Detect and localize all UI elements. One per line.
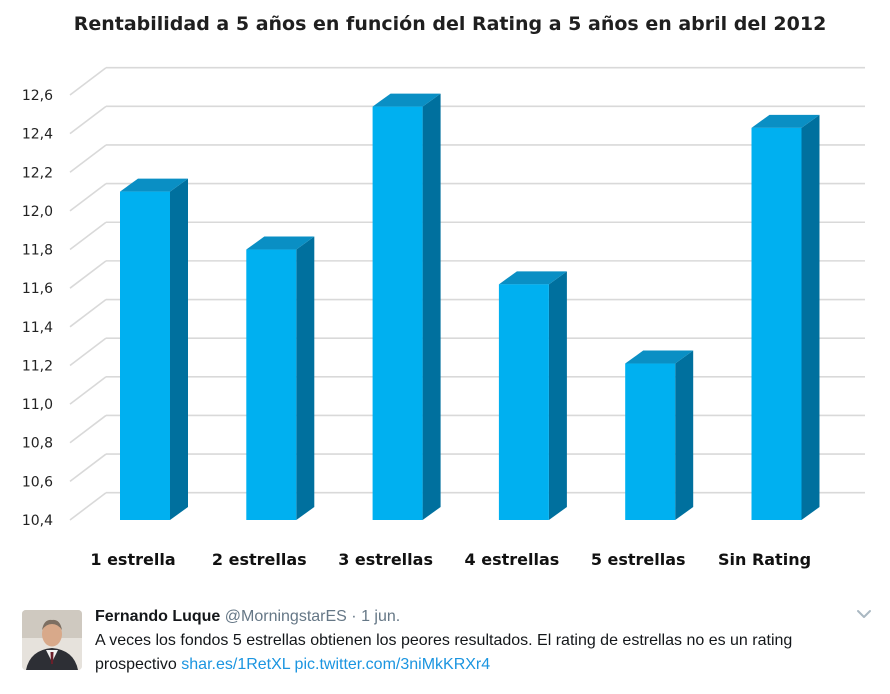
x-tick-label: 2 estrellas (212, 550, 307, 569)
bar (372, 93, 441, 520)
x-tick-label: 4 estrellas (465, 550, 560, 569)
gridline-diagonal (69, 182, 107, 212)
gridline-diagonal (69, 298, 107, 328)
tweet-text: A veces los fondos 5 estrellas obtienen … (95, 629, 865, 677)
chevron-down-icon[interactable] (856, 608, 872, 620)
x-tick-label: 1 estrella (90, 550, 175, 569)
x-tick-label: 3 estrellas (338, 550, 433, 569)
bar-front (372, 106, 423, 520)
chart-title: Rentabilidad a 5 años en función del Rat… (74, 13, 827, 35)
bar-top (498, 271, 567, 285)
bar-side (675, 350, 694, 520)
tweet-date[interactable]: 1 jun. (361, 608, 401, 625)
y-tick-label: 12,6 (22, 88, 53, 104)
bar-top (120, 178, 188, 192)
bar-top (372, 93, 441, 107)
gridline-diagonal (69, 414, 107, 444)
gridline-diagonal (69, 260, 107, 289)
bar-side (170, 178, 188, 520)
gridline-diagonal (69, 337, 107, 367)
y-tick-label: 12,2 (22, 165, 53, 181)
tweet-body: Fernando Luque @MorningstarES · 1 jun. A… (95, 606, 865, 677)
y-tick-label: 12,4 (22, 127, 53, 143)
bar-top (246, 236, 315, 250)
author-handle[interactable]: @MorningstarES (224, 608, 347, 625)
y-tick-label: 10,6 (22, 474, 53, 490)
y-tick-label: 11,2 (22, 358, 53, 374)
tweet-message: A veces los fondos 5 estrellas obtienen … (95, 632, 793, 673)
pic-link[interactable]: pic.twitter.com/3niMkKRXr4 (294, 656, 491, 673)
bar (120, 178, 188, 520)
y-tick-label: 11,0 (22, 397, 53, 413)
y-tick-label: 10,4 (22, 513, 53, 529)
person-avatar-icon (22, 610, 82, 670)
y-tick-label: 11,8 (22, 243, 53, 259)
bar-side (296, 236, 315, 520)
bar (625, 350, 694, 520)
bar-chart: Rentabilidad a 5 años en función del Rat… (22, 13, 865, 569)
bar-front (246, 249, 297, 520)
bar-front (751, 127, 802, 520)
bar (498, 271, 567, 520)
author-avatar[interactable] (22, 610, 82, 670)
bar (751, 114, 820, 520)
gridline-diagonal (69, 67, 107, 96)
x-tick-label: 5 estrellas (591, 550, 686, 569)
bar-top (751, 114, 820, 128)
gridline-diagonal (69, 453, 107, 483)
author-name[interactable]: Fernando Luque (95, 608, 221, 625)
tweet-card[interactable]: Fernando Luque @MorningstarES · 1 jun. A… (22, 604, 878, 690)
y-tick-label: 11,4 (22, 320, 53, 336)
bar-side (422, 93, 441, 520)
gridline-diagonal (69, 492, 107, 521)
gridline-diagonal (69, 376, 107, 405)
bar-front (625, 363, 676, 520)
bar-side (548, 271, 567, 520)
bar-front (498, 284, 549, 520)
y-tick-label: 11,6 (22, 281, 53, 297)
tweet-header: Fernando Luque @MorningstarES · 1 jun. (95, 606, 865, 628)
header-separator: · (351, 608, 357, 625)
bar (246, 236, 315, 520)
bar-front (120, 191, 170, 520)
y-tick-label: 10,8 (22, 436, 53, 452)
shortlink[interactable]: shar.es/1RetXL (181, 656, 291, 673)
gridline-diagonal (69, 144, 107, 173)
gridline-diagonal (69, 221, 107, 251)
gridline-diagonal (69, 105, 107, 135)
y-tick-label: 12,0 (22, 204, 53, 220)
x-tick-label: Sin Rating (718, 550, 811, 569)
bar-top (625, 350, 694, 364)
bar-side (801, 114, 820, 520)
